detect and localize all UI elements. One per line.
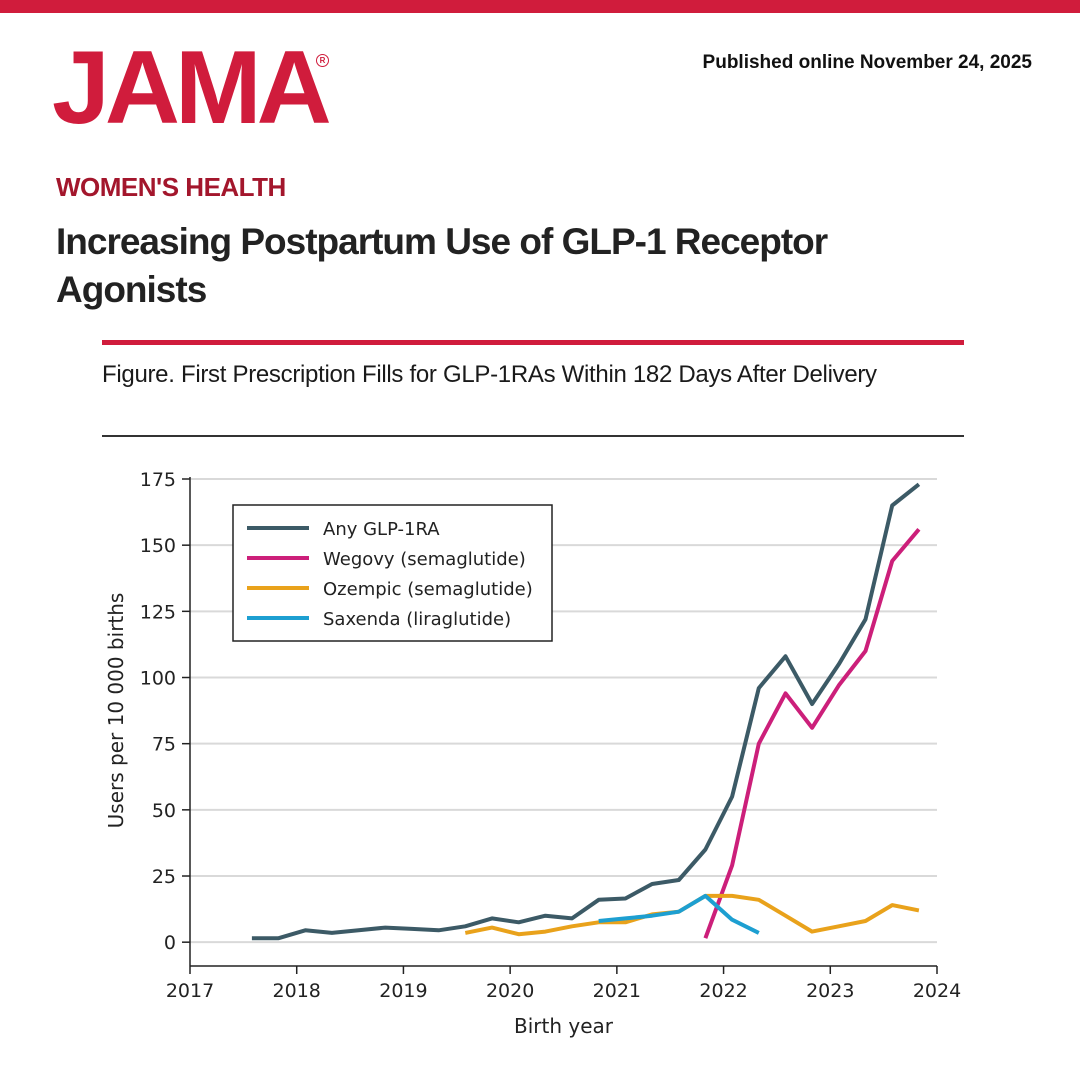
legend-label: Wegovy (semaglutide) xyxy=(323,549,526,570)
x-tick-label: 2021 xyxy=(593,980,641,1002)
y-tick-label: 175 xyxy=(140,469,176,491)
y-tick-label: 150 xyxy=(140,535,176,557)
legend: Any GLP-1RA Wegovy (semaglutide) Ozempic (… xyxy=(232,504,553,642)
registered-mark-icon: R xyxy=(316,54,329,67)
series-line-1 xyxy=(251,482,921,941)
figure-top-rule xyxy=(102,340,964,345)
x-tick-label: 2024 xyxy=(913,980,961,1002)
x-tick-label: 2023 xyxy=(806,980,854,1002)
x-tick-label: 2022 xyxy=(699,980,747,1002)
top-brand-bar xyxy=(0,0,1080,13)
section-label: WOMEN'S HEALTH xyxy=(56,172,286,202)
legend-label: Any GLP-1RA xyxy=(323,519,440,540)
legend-label: Saxenda (liraglutide) xyxy=(323,609,511,630)
grid-lines xyxy=(190,478,937,944)
y-tick-label: 125 xyxy=(140,601,176,623)
figure-title: Figure. First Prescription Fills for GLP… xyxy=(102,361,877,388)
legend-label: Ozempic (semaglutide) xyxy=(323,579,533,600)
x-tick-label: 2017 xyxy=(166,980,214,1002)
y-axis-label: Users per 10 000 births xyxy=(104,593,128,829)
axes: 0 25 50 75 100 125 150 175 2017 2018 2019 2020 2021 2… xyxy=(140,469,961,1002)
jama-logo: JAMA xyxy=(52,30,332,146)
headline: Increasing Postpartum Use of GLP-1 Recep… xyxy=(56,221,828,310)
y-tick-label: 50 xyxy=(152,800,176,822)
y-tick-label: 0 xyxy=(164,932,176,954)
x-axis-label: Birth year xyxy=(514,1014,614,1038)
published-date: Published online November 24, 2025 xyxy=(702,52,1032,73)
y-tick-label: 25 xyxy=(152,866,176,888)
y-tick-label: 100 xyxy=(140,668,176,690)
x-tick-label: 2018 xyxy=(273,980,321,1002)
figure-title-rule xyxy=(102,435,964,437)
series-line-4 xyxy=(598,893,760,935)
x-tick-label: 2019 xyxy=(379,980,427,1002)
series-lines xyxy=(251,482,921,941)
series-line-2 xyxy=(703,528,921,939)
y-tick-label: 75 xyxy=(152,734,176,756)
x-tick-label: 2020 xyxy=(486,980,534,1002)
